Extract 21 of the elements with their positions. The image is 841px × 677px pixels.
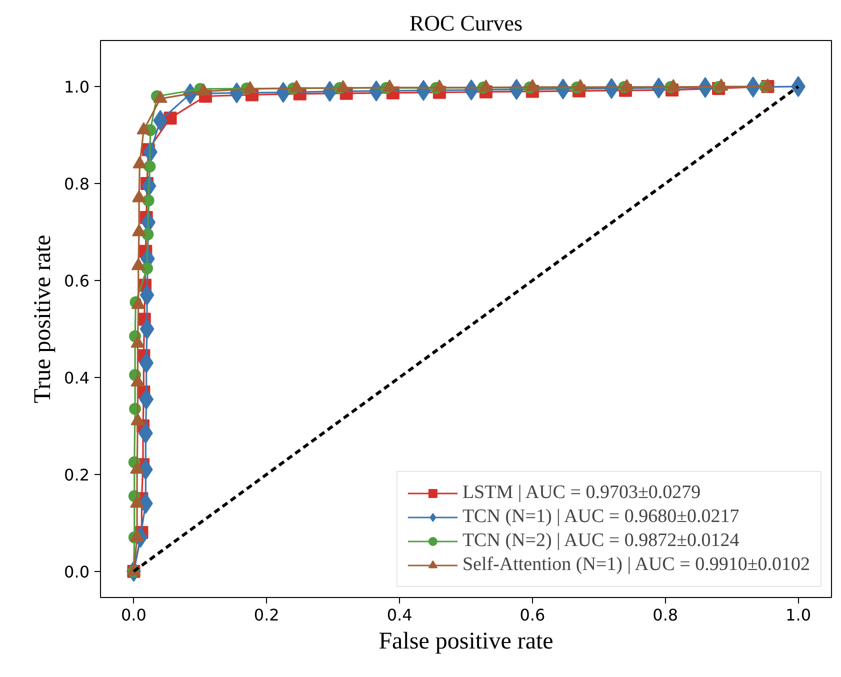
x-tick-label: 0.8 bbox=[652, 606, 678, 624]
point bbox=[144, 160, 156, 173]
legend-label: TCN (N=2) | AUC = 0.9872±0.0124 bbox=[462, 530, 740, 552]
x-axis-title: False positive rate bbox=[378, 628, 554, 654]
y-axis-title: True positive rate bbox=[30, 234, 56, 404]
y-tick-label: 1.0 bbox=[64, 78, 90, 97]
legend-label: Self-Attention (N=1) | AUC = 0.9910±0.0102 bbox=[462, 554, 810, 576]
chart-title: ROC Curves bbox=[409, 10, 523, 36]
y-tick-label: 0.8 bbox=[64, 174, 90, 194]
x-tick-label: 1.0 bbox=[786, 606, 812, 624]
x-tick-label: 0.0 bbox=[121, 606, 146, 624]
y-tick-label: 0.4 bbox=[64, 368, 90, 388]
y-tick-label: 0.0 bbox=[64, 562, 90, 582]
y-tick-label: 0.2 bbox=[64, 465, 90, 484]
y-tick-label: 0.6 bbox=[64, 271, 90, 290]
x-tick-label: 0.4 bbox=[386, 606, 412, 624]
x-tick-label: 0.2 bbox=[254, 606, 280, 624]
legend-label: LSTM | AUC = 0.9703±0.0279 bbox=[462, 482, 701, 504]
legend-label: TCN (N=1) | AUC = 0.9680±0.0217 bbox=[462, 506, 740, 528]
x-tick-label: 0.6 bbox=[520, 606, 546, 624]
point bbox=[142, 194, 154, 206]
